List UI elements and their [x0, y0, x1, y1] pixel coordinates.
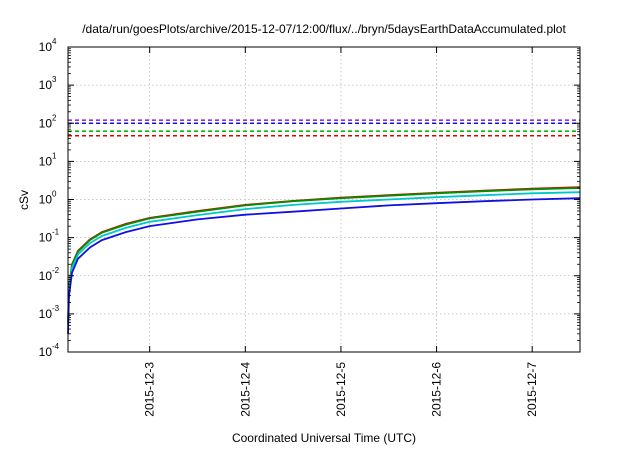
y-tick-base: 10	[39, 193, 53, 207]
y-tick-exponent: 4	[52, 37, 57, 46]
y-tick-base: 10	[39, 78, 53, 92]
y-tick-label: 10	[39, 231, 53, 245]
y-tick-label: 10	[39, 269, 53, 283]
chart-title: /data/run/goesPlots/archive/2015-12-07/1…	[82, 22, 566, 36]
y-tick-base: 10	[39, 40, 53, 54]
series-line	[67, 191, 581, 326]
y-tick-label: 10	[39, 345, 53, 359]
y-tick-exponent: -1	[52, 228, 60, 237]
y-tick-label: 10	[39, 116, 53, 130]
x-tick-label: 2015-12-4	[238, 362, 252, 417]
y-tick-base: 10	[39, 154, 53, 168]
x-tick-label: 2015-12-5	[334, 362, 348, 417]
x-tick-label: 2015-12-6	[430, 362, 444, 417]
y-tick-base: 10	[39, 269, 53, 283]
y-tick-exponent: 1	[52, 151, 57, 160]
y-tick-exponent: -2	[52, 266, 60, 275]
series-line	[67, 186, 581, 323]
x-axis-label: Coordinated Universal Time (UTC)	[232, 431, 416, 445]
y-tick-label: 10	[39, 154, 53, 168]
y-axis-label: cSv	[17, 190, 31, 210]
series-layer	[67, 119, 581, 334]
y-tick-label: 10	[39, 193, 53, 207]
y-tick-exponent: 3	[52, 75, 57, 84]
x-axis-ticks: 2015-12-3 2015-12-4 2015-12-5 2015-12-6 2015…	[143, 47, 539, 417]
y-tick-exponent: -4	[52, 342, 60, 351]
x-tick-label: 2015-12-3	[143, 362, 157, 417]
y-tick-label: 10	[39, 307, 53, 321]
y-tick-label: 10	[39, 40, 53, 54]
y-tick-base: 10	[39, 231, 53, 245]
y-tick-exponent: 0	[52, 190, 57, 199]
y-tick-base: 10	[39, 307, 53, 321]
y-tick-base: 10	[39, 345, 53, 359]
y-tick-exponent: -3	[52, 304, 60, 313]
y-tick-label: 10	[39, 78, 53, 92]
y-tick-base: 10	[39, 116, 53, 130]
series-line	[67, 197, 581, 334]
x-tick-label: 2015-12-7	[525, 362, 539, 417]
series-line	[67, 187, 581, 323]
y-tick-exponent: 2	[52, 113, 57, 122]
